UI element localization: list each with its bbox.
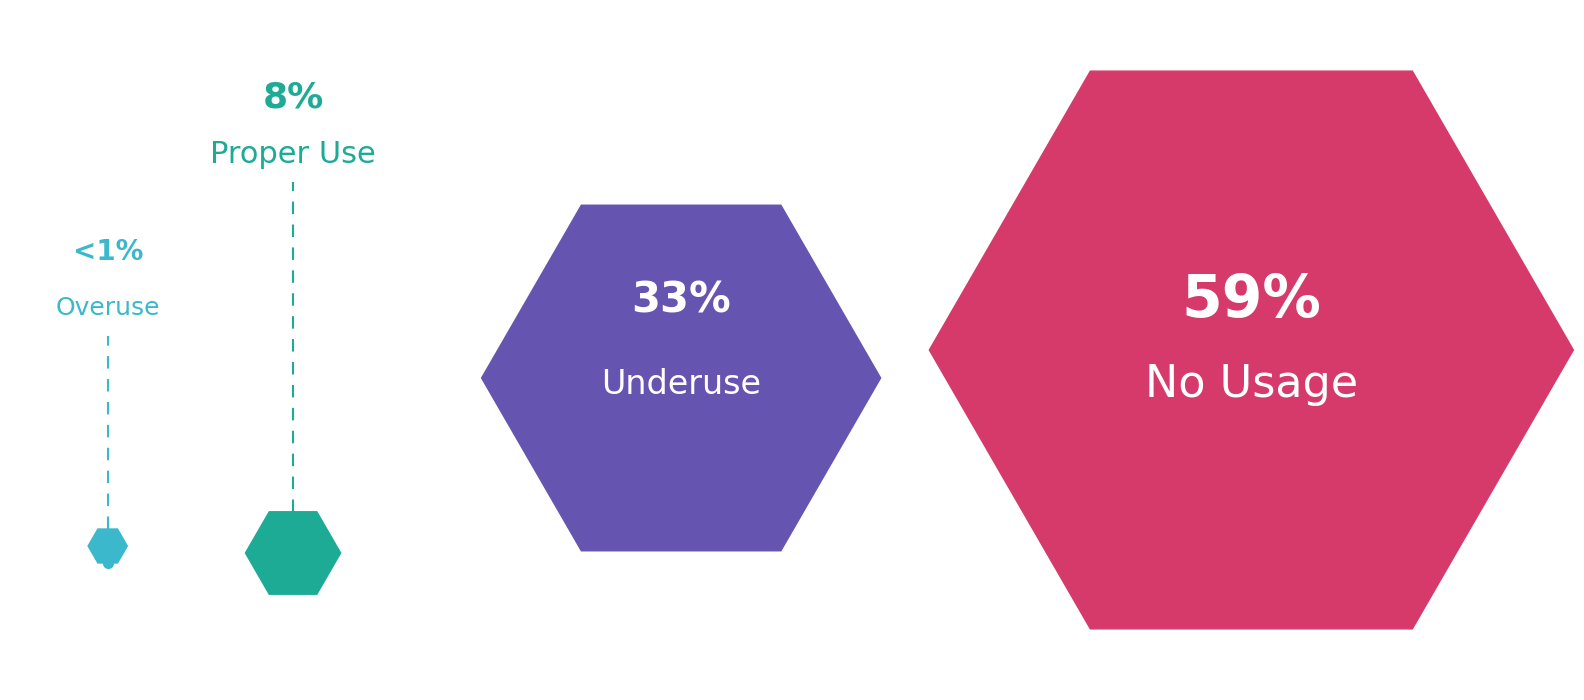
Polygon shape bbox=[89, 529, 127, 563]
Text: 33%: 33% bbox=[632, 280, 730, 322]
Text: Proper Use: Proper Use bbox=[211, 139, 375, 169]
Text: Overuse: Overuse bbox=[55, 296, 160, 320]
Text: <1%: <1% bbox=[73, 238, 143, 266]
Text: Underuse: Underuse bbox=[600, 368, 762, 402]
Text: 59%: 59% bbox=[1182, 272, 1321, 330]
Polygon shape bbox=[930, 71, 1573, 629]
Polygon shape bbox=[482, 205, 881, 551]
Text: No Usage: No Usage bbox=[1145, 363, 1357, 407]
Polygon shape bbox=[246, 512, 341, 594]
Text: 8%: 8% bbox=[263, 81, 323, 115]
